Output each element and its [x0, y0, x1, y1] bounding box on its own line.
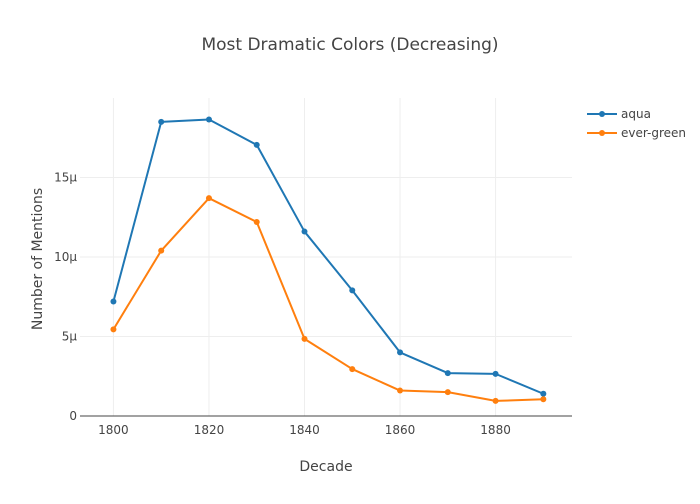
data-point[interactable] — [397, 387, 404, 394]
y-tick-label: 15μ — [54, 171, 77, 185]
x-tick-label: 1800 — [98, 423, 129, 437]
legend-marker-swatch — [599, 111, 605, 117]
series-line — [112, 197, 544, 402]
data-point[interactable] — [349, 366, 356, 373]
data-point[interactable] — [444, 389, 451, 396]
data-point[interactable] — [110, 326, 117, 333]
x-tick-label: 1880 — [480, 423, 511, 437]
data-point[interactable] — [301, 228, 308, 235]
data-point[interactable] — [158, 247, 165, 254]
y-tick-label: 10μ — [54, 250, 77, 264]
data-point[interactable] — [205, 116, 212, 123]
data-point[interactable] — [397, 349, 404, 356]
x-axis-title: Decade — [299, 459, 352, 475]
data-point[interactable] — [158, 118, 165, 125]
x-tick-label: 1840 — [289, 423, 320, 437]
legend-marker-swatch — [599, 130, 605, 136]
y-tick-label: 0 — [69, 409, 77, 423]
y-axis-title: Number of Mentions — [30, 188, 46, 330]
data-point[interactable] — [540, 390, 547, 397]
chart-title: Most Dramatic Colors (Decreasing) — [201, 35, 498, 55]
legend-item-aqua[interactable]: aqua — [587, 107, 651, 121]
data-point[interactable] — [253, 219, 260, 226]
data-point[interactable] — [253, 141, 260, 148]
y-tick-label: 5μ — [62, 330, 78, 344]
x-tick-label: 1860 — [385, 423, 416, 437]
data-point[interactable] — [444, 370, 451, 377]
series-aqua[interactable] — [110, 116, 547, 397]
legend-item-ever-green[interactable]: ever-green — [587, 126, 686, 140]
data-point[interactable] — [492, 397, 499, 404]
data-point[interactable] — [301, 335, 308, 342]
legend-label: ever-green — [621, 126, 686, 140]
data-point[interactable] — [540, 396, 547, 403]
legend-label: aqua — [621, 107, 651, 121]
series-line — [112, 118, 544, 395]
series-ever-green[interactable] — [110, 195, 547, 404]
data-point[interactable] — [110, 298, 117, 305]
legend[interactable]: aqua ever-green — [587, 107, 686, 140]
data-point[interactable] — [492, 370, 499, 377]
axes: 1800 1820 1840 1860 1880 0 5μ 10μ 15μ — [54, 171, 572, 437]
plot-area[interactable] — [110, 116, 547, 404]
x-tick-label: 1820 — [194, 423, 225, 437]
data-point[interactable] — [205, 195, 212, 202]
data-point[interactable] — [349, 287, 356, 294]
